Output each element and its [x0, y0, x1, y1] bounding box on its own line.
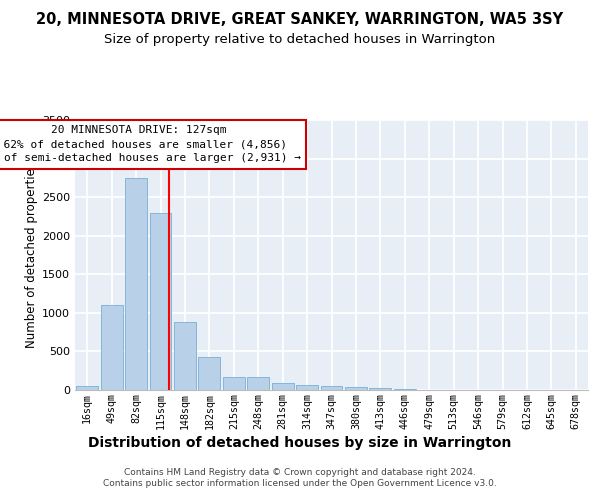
- Text: 20, MINNESOTA DRIVE, GREAT SANKEY, WARRINGTON, WA5 3SY: 20, MINNESOTA DRIVE, GREAT SANKEY, WARRI…: [37, 12, 563, 28]
- Bar: [149, 212, 172, 390]
- Y-axis label: Number of detached properties: Number of detached properties: [25, 162, 38, 348]
- Text: 20 MINNESOTA DRIVE: 127sqm
← 62% of detached houses are smaller (4,856)
37% of s: 20 MINNESOTA DRIVE: 127sqm ← 62% of deta…: [0, 126, 301, 164]
- Bar: [174, 322, 196, 390]
- Text: Distribution of detached houses by size in Warrington: Distribution of detached houses by size …: [88, 436, 512, 450]
- Text: Contains HM Land Registry data © Crown copyright and database right 2024.
Contai: Contains HM Land Registry data © Crown c…: [103, 468, 497, 487]
- Bar: [320, 386, 343, 390]
- Bar: [199, 357, 220, 390]
- Bar: [345, 387, 367, 390]
- Bar: [125, 178, 147, 390]
- Bar: [101, 305, 122, 390]
- Bar: [296, 386, 318, 390]
- Bar: [370, 388, 391, 390]
- Text: Size of property relative to detached houses in Warrington: Size of property relative to detached ho…: [104, 32, 496, 46]
- Bar: [223, 377, 245, 390]
- Bar: [394, 389, 416, 390]
- Bar: [76, 386, 98, 390]
- Bar: [272, 383, 293, 390]
- Bar: [247, 377, 269, 390]
